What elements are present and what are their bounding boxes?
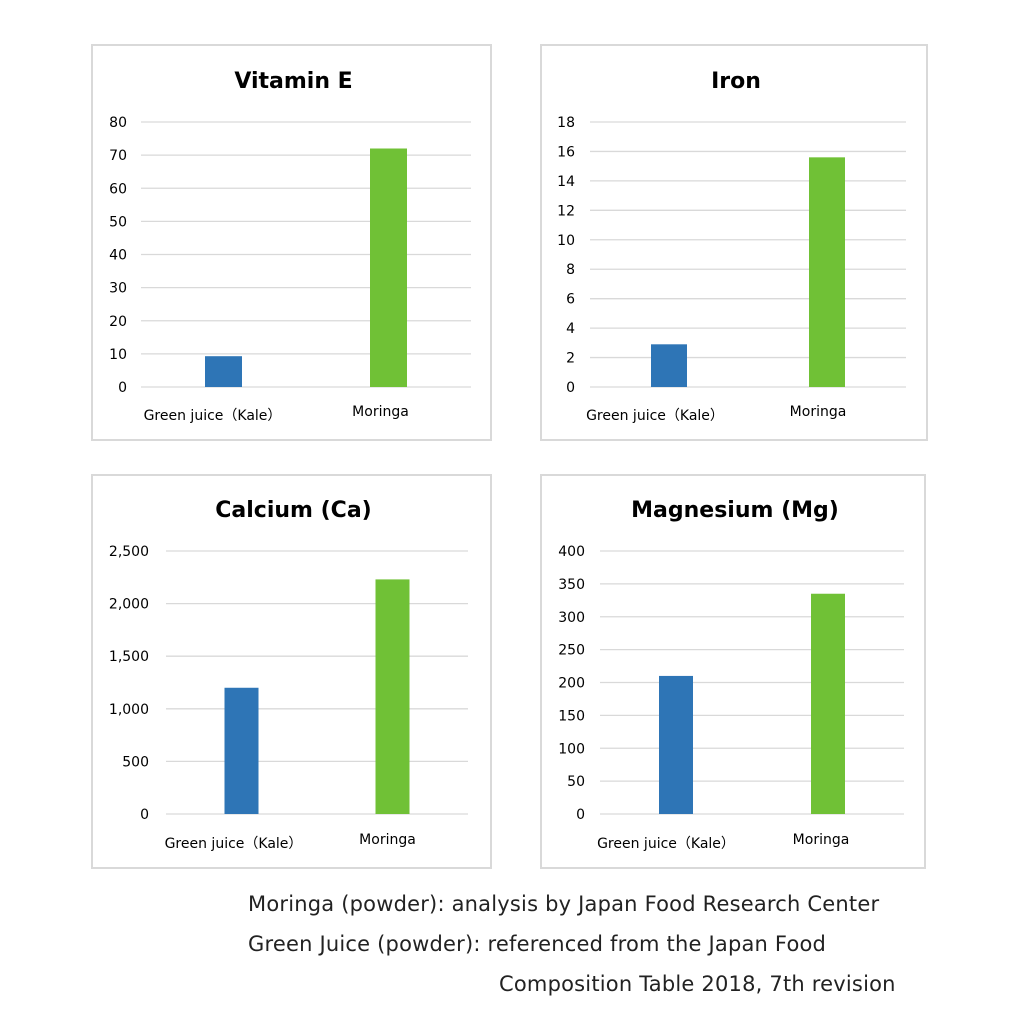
category-label: Moringa: [790, 404, 847, 420]
y-tick-label: 0: [576, 807, 585, 823]
y-tick-label: 6: [566, 292, 575, 308]
y-tick-label: 0: [140, 807, 149, 823]
y-tick-label: 400: [558, 544, 585, 560]
y-tick-label: 300: [558, 610, 585, 626]
y-tick-label: 500: [122, 754, 149, 770]
y-tick-label: 1,500: [109, 649, 149, 665]
chart-title: Vitamin E: [234, 69, 352, 94]
y-tick-label: 100: [558, 741, 585, 757]
y-tick-label: 2: [566, 351, 575, 367]
chart-title: Iron: [711, 69, 761, 94]
y-tick-label: 200: [558, 676, 585, 692]
chart-title: Magnesium (Mg): [631, 498, 839, 523]
y-tick-label: 12: [557, 203, 575, 219]
source-note-line-2: Green Juice (powder): referenced from th…: [248, 932, 827, 956]
category-label: Moringa: [359, 832, 416, 848]
y-tick-label: 14: [557, 174, 575, 190]
y-tick-label: 40: [109, 248, 127, 264]
y-tick-label: 2,500: [109, 544, 149, 560]
iron-chart-panel: Iron 0 2 4 6 8 10 12 14 16 18 Green juice（Kale） Mori…: [540, 44, 928, 441]
y-tick-label: 30: [109, 281, 127, 297]
category-label: Moringa: [793, 832, 850, 848]
category-label: Green juice（Kale）: [165, 836, 303, 852]
y-tick-label: 250: [558, 643, 585, 659]
bar-green-juice: [651, 344, 687, 387]
bar-green-juice: [205, 356, 242, 387]
y-tick-label: 20: [109, 314, 127, 330]
y-tick-label: 50: [109, 214, 127, 230]
bar-green-juice: [224, 687, 259, 814]
source-note-line-3: Composition Table 2018, 7th revision: [499, 972, 896, 996]
y-tick-label: 10: [557, 233, 575, 249]
chart-title: Calcium (Ca): [215, 498, 371, 523]
y-tick-label: 1,000: [109, 702, 149, 718]
bar-moringa: [809, 157, 845, 387]
source-note-line-1: Moringa (powder): analysis by Japan Food…: [248, 892, 880, 916]
y-tick-label: 0: [566, 380, 575, 396]
category-label: Moringa: [352, 404, 409, 420]
y-tick-label: 8: [566, 262, 575, 278]
vitamin-e-chart-svg: Vitamin E 0 10 20 30 40 50 60 70 80 Green juice（Ka…: [109, 69, 471, 424]
y-tick-label: 60: [109, 181, 127, 197]
magnesium-chart-panel: Magnesium (Mg) 0 50 100 150 200 250 300 350 400 Gr…: [540, 474, 926, 869]
y-tick-label: 4: [566, 321, 575, 337]
category-label: Green juice（Kale）: [586, 408, 724, 424]
y-tick-label: 350: [558, 577, 585, 593]
vitamin-e-chart-panel: Vitamin E 0 10 20 30 40 50 60 70 80 Green juice（Ka…: [91, 44, 492, 441]
bar-moringa: [811, 593, 845, 814]
magnesium-chart-svg: Magnesium (Mg) 0 50 100 150 200 250 300 350 400 Gr…: [558, 498, 904, 852]
y-tick-label: 50: [567, 774, 585, 790]
bar-green-juice: [659, 675, 693, 814]
y-tick-label: 150: [558, 708, 585, 724]
y-tick-label: 10: [109, 347, 127, 363]
category-label: Green juice（Kale）: [144, 408, 282, 424]
y-tick-label: 80: [109, 115, 127, 131]
y-tick-label: 18: [557, 115, 575, 131]
y-tick-label: 2,000: [109, 597, 149, 613]
y-tick-label: 70: [109, 148, 127, 164]
bar-moringa: [370, 148, 407, 387]
y-tick-label: 0: [118, 380, 127, 396]
y-tick-label: 16: [557, 144, 575, 160]
category-label: Green juice（Kale）: [597, 836, 735, 852]
iron-chart-svg: Iron 0 2 4 6 8 10 12 14 16 18 Green juice（Kale） Mori…: [557, 69, 906, 424]
calcium-chart-svg: Calcium (Ca) 0 500 1,000 1,500 2,000 2,500 Gree…: [109, 498, 468, 852]
bar-moringa: [375, 579, 410, 814]
calcium-chart-panel: Calcium (Ca) 0 500 1,000 1,500 2,000 2,500 Gree…: [91, 474, 492, 869]
